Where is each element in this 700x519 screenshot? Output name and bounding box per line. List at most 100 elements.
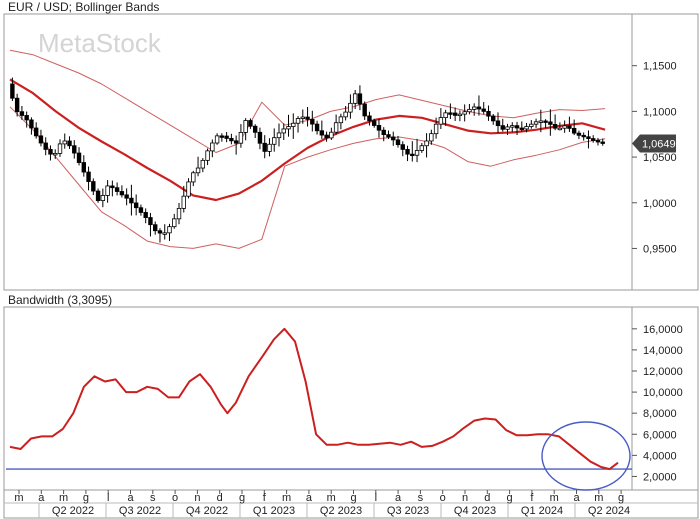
candle-body xyxy=(162,232,167,235)
candle-body xyxy=(343,111,348,118)
candle-body xyxy=(148,217,153,226)
candle-body xyxy=(248,120,253,127)
candle-body xyxy=(538,120,544,123)
candle-body xyxy=(48,148,53,155)
candle-body xyxy=(329,131,334,139)
candle-body xyxy=(362,103,367,117)
candle-body xyxy=(286,126,291,130)
candle-body xyxy=(476,106,482,110)
candle-body xyxy=(314,123,320,132)
bw-ytick-label: 8,0000 xyxy=(643,408,677,420)
candle-body xyxy=(495,120,501,127)
candle-body xyxy=(338,116,344,124)
month-label: m xyxy=(550,492,559,504)
candle-body xyxy=(576,132,582,136)
month-label: f xyxy=(263,492,267,504)
candle-body xyxy=(400,144,405,150)
candle-body xyxy=(81,162,86,173)
candle-body xyxy=(224,135,229,139)
candle-body xyxy=(257,131,263,144)
candle-body xyxy=(533,121,539,125)
candle-body xyxy=(10,83,15,99)
quarter-label: Q2 2024 xyxy=(588,505,630,517)
month-label: o xyxy=(172,492,178,504)
candle-body xyxy=(481,108,486,112)
candle-body xyxy=(24,115,29,121)
bw-ytick-label: 6,0000 xyxy=(643,429,677,441)
axis-panel-frame xyxy=(3,489,699,519)
last-value-tag xyxy=(632,134,676,153)
candle-body xyxy=(333,122,339,133)
candle-body xyxy=(595,140,601,143)
candle-body xyxy=(205,150,210,161)
candle-body xyxy=(181,195,186,209)
candle-body xyxy=(29,119,34,129)
candle-body xyxy=(376,125,382,131)
candle-body xyxy=(267,143,272,152)
month-label: g xyxy=(618,492,624,504)
bandwidth-series xyxy=(6,327,632,491)
candle-body xyxy=(195,167,201,174)
price-chart-title: EUR / USD; Bollinger Bands xyxy=(8,0,159,14)
month-label: g xyxy=(239,492,245,504)
month-label: a xyxy=(395,492,402,504)
candle-body xyxy=(62,140,67,145)
candle-body xyxy=(38,135,44,144)
bw-ytick-label: 16,0000 xyxy=(643,324,683,336)
candle-body xyxy=(600,141,605,144)
month-label: m xyxy=(594,492,603,504)
bandwidth-chart-title: Bandwidth (3,3095) xyxy=(8,293,112,307)
candle-body xyxy=(424,140,429,147)
candle-body xyxy=(357,93,363,105)
price-ytick-label: 1,1000 xyxy=(643,106,677,118)
quarter-label: Q3 2023 xyxy=(387,505,429,517)
month-label: o xyxy=(440,492,446,504)
bandwidth-line xyxy=(9,327,619,471)
bw-ytick-label: 4,0000 xyxy=(643,450,677,462)
month-label: m xyxy=(59,492,68,504)
candle-body xyxy=(486,110,491,117)
month-label: a xyxy=(127,492,134,504)
candle-body xyxy=(91,181,96,192)
candle-body xyxy=(414,150,420,156)
candle-body xyxy=(33,127,39,137)
price-ytick-label: 1,1500 xyxy=(643,61,677,73)
candle-body xyxy=(67,140,72,147)
last-value-label: 1,0649 xyxy=(642,138,676,150)
candle-body xyxy=(76,152,82,163)
candle-body xyxy=(548,121,553,125)
candle-body xyxy=(157,230,163,234)
candle-body xyxy=(395,139,401,146)
candle-body xyxy=(310,119,315,125)
bandwidth-y-axis: 16,0000 14,0000 12,0000 10,0000 8,0000 6,0000… xyxy=(632,324,683,483)
candle-body xyxy=(233,140,239,144)
lower-band xyxy=(9,106,606,249)
bw-ytick-label: 10,0000 xyxy=(643,387,683,399)
month-label: m xyxy=(327,492,336,504)
candle-body xyxy=(167,226,172,234)
candle-body xyxy=(276,132,282,139)
candle-body xyxy=(124,194,129,199)
candle-body xyxy=(562,125,567,129)
candle-body xyxy=(519,127,524,130)
candle-body xyxy=(348,102,353,113)
month-label: g xyxy=(83,492,89,504)
month-label: a xyxy=(306,492,313,504)
candle-body xyxy=(557,127,563,131)
candle-body xyxy=(219,135,225,138)
candle-body xyxy=(129,197,134,204)
candle-body xyxy=(43,142,48,150)
candle-body xyxy=(429,133,434,142)
month-label: a xyxy=(573,492,580,504)
candle-body xyxy=(153,224,158,232)
candle-body xyxy=(586,136,591,139)
candle-body xyxy=(567,125,572,129)
candle-body xyxy=(229,138,234,142)
candle-body xyxy=(505,126,510,130)
quarter-label: Q4 2023 xyxy=(454,505,496,517)
candle-body xyxy=(214,135,220,144)
candle-body xyxy=(419,145,425,151)
candle-body xyxy=(352,93,358,104)
candle-body xyxy=(210,142,215,152)
candle-body xyxy=(114,187,120,192)
